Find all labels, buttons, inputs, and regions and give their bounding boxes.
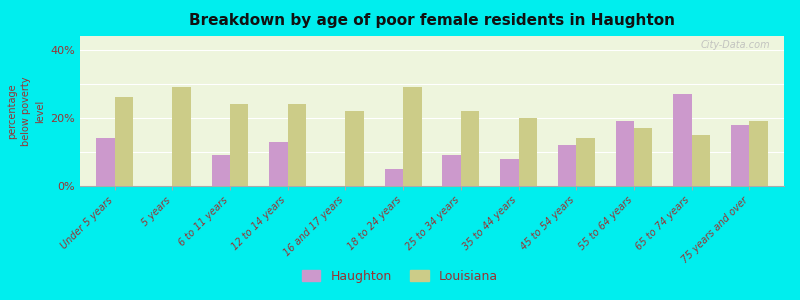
Bar	[172, 87, 190, 186]
Bar	[96, 138, 114, 186]
Legend: Haughton, Louisiana: Haughton, Louisiana	[297, 265, 503, 288]
Text: City-Data.com: City-Data.com	[700, 40, 770, 50]
Bar	[270, 142, 288, 186]
Bar	[674, 94, 692, 186]
Title: Breakdown by age of poor female residents in Haughton: Breakdown by age of poor female resident…	[189, 13, 675, 28]
Bar	[114, 98, 133, 186]
Bar	[731, 124, 750, 186]
Bar	[403, 87, 422, 186]
Bar	[634, 128, 653, 186]
Bar	[576, 138, 594, 186]
Bar	[518, 118, 537, 186]
Bar	[615, 121, 634, 186]
Bar	[500, 159, 518, 186]
Bar	[692, 135, 710, 186]
Bar	[230, 104, 249, 186]
Bar	[558, 145, 576, 186]
Bar	[288, 104, 306, 186]
Bar	[750, 121, 768, 186]
Bar	[442, 155, 461, 186]
Bar	[346, 111, 364, 186]
Bar	[211, 155, 230, 186]
Bar	[385, 169, 403, 186]
Bar	[461, 111, 479, 186]
Y-axis label: percentage
below poverty
level: percentage below poverty level	[7, 76, 45, 146]
